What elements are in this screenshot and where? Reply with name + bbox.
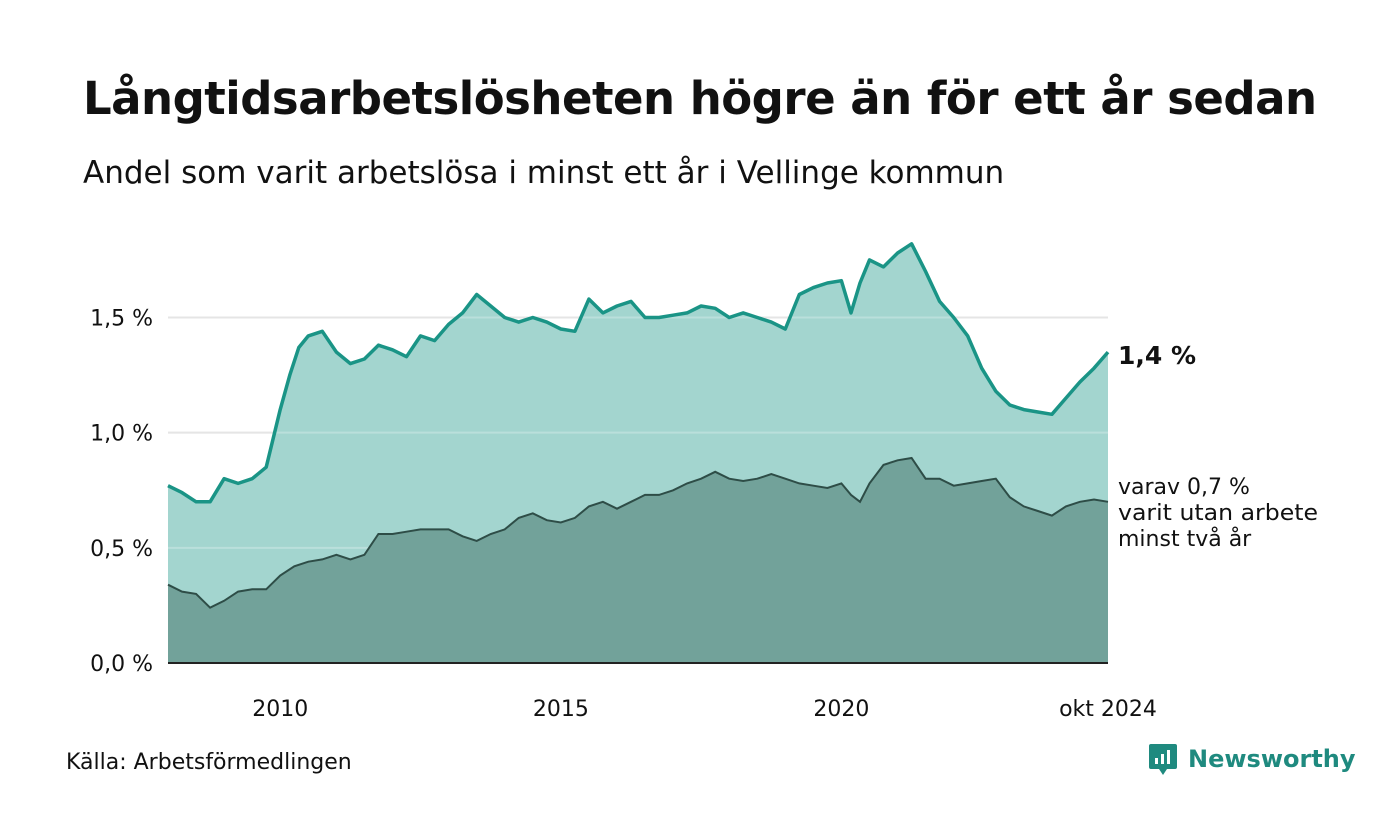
newsworthy-icon bbox=[1149, 744, 1177, 775]
total-line bbox=[167, 242, 1110, 504]
end-value-label: 1,4 % bbox=[1118, 341, 1196, 370]
sub-area bbox=[168, 458, 1108, 663]
chart-title: Långtidsarbetslösheten högre än för ett … bbox=[83, 72, 1317, 125]
y-tick-label: 1,0 % bbox=[90, 422, 153, 447]
annotations: 1,4 % varav 0,7 % varit utan arbete mins… bbox=[1118, 341, 1318, 552]
brand-name: Newsworthy bbox=[1188, 745, 1356, 773]
source-note: Källa: Arbetsförmedlingen bbox=[66, 750, 352, 775]
series-areas bbox=[167, 242, 1110, 664]
sub-line bbox=[167, 456, 1109, 609]
x-tick-label: 2015 bbox=[533, 697, 589, 722]
x-tick-label: 2010 bbox=[252, 697, 308, 722]
sub-label-line-1: varav 0,7 % bbox=[1118, 475, 1250, 500]
sub-label-line-2: varit utan arbete bbox=[1118, 501, 1318, 526]
y-axis-ticks: 0,0 % 0,5 % 1,0 % 1,5 % bbox=[90, 307, 153, 677]
x-tick-label: 2020 bbox=[813, 697, 869, 722]
y-tick-label: 0,0 % bbox=[90, 652, 153, 677]
chart-subtitle: Andel som varit arbetslösa i minst ett å… bbox=[83, 155, 1005, 191]
sub-label-line-3: minst två år bbox=[1118, 526, 1252, 552]
y-tick-label: 0,5 % bbox=[90, 537, 153, 562]
x-axis-ticks: 2010 2015 2020 okt 2024 bbox=[252, 697, 1157, 722]
y-tick-label: 1,5 % bbox=[90, 307, 153, 332]
x-tick-label: okt 2024 bbox=[1059, 697, 1157, 722]
brand-logo: Newsworthy bbox=[1148, 742, 1356, 776]
